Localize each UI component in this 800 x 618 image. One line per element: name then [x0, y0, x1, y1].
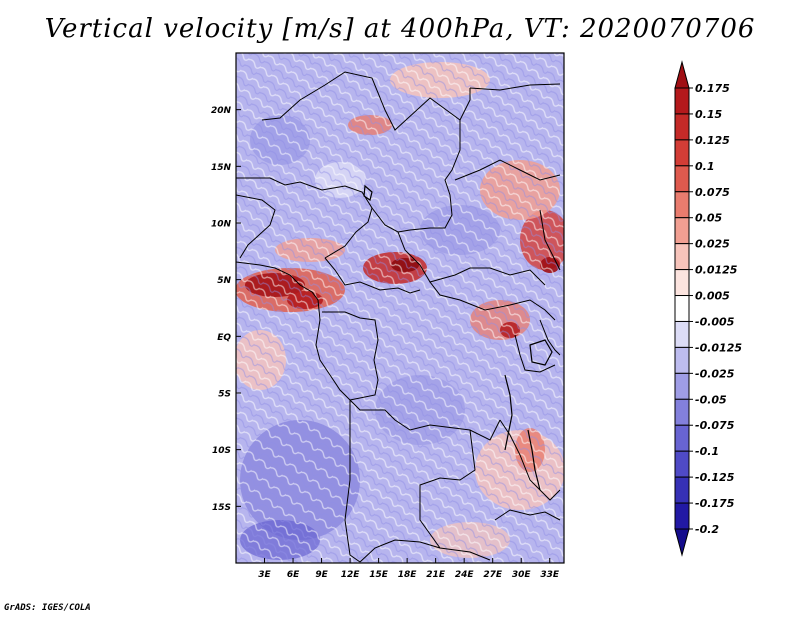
lon-tick-label: 12E	[341, 570, 361, 580]
colorbar-top-arrow	[674, 60, 690, 89]
colorbar-label: 0.005	[695, 290, 730, 303]
lon-tick-label: 30E	[512, 570, 532, 580]
colorbar-label: -0.125	[695, 471, 735, 484]
lat-tick-label: 5N	[217, 276, 231, 286]
colorbar-segment	[674, 217, 690, 245]
colorbar-segment	[674, 243, 690, 271]
lakes	[363, 184, 553, 491]
colorbar-segment	[674, 320, 690, 348]
colorbar-segment	[674, 450, 690, 478]
lon-tick-label: 27E	[483, 570, 503, 580]
chart-title: Vertical velocity [m/s] at 400hPa, VT: 2…	[44, 14, 756, 44]
colorbar: 0.175 0.15 0.125 0.1 0.075 0.05 0.025 0.0125 0.0…	[674, 60, 742, 557]
lon-tick-label: 9E	[315, 570, 328, 580]
lon-tick-label: 18E	[398, 570, 418, 580]
colorbar-segment	[674, 424, 690, 452]
latitude-axis: 20N 15N 10N 5N EQ 5S 10S 15S	[211, 106, 241, 513]
vertical-velocity-field	[236, 53, 564, 563]
colorbar-label: -0.075	[695, 419, 735, 432]
colorbar-segment	[674, 476, 690, 504]
colorbar-segment	[674, 502, 690, 530]
colorbar-bottom-arrow	[674, 528, 690, 557]
field-texture	[236, 53, 564, 563]
longitude-axis: 3E 6E 9E 12E 15E 18E 21E 24E 27E 30E 33E	[258, 558, 560, 580]
lat-tick-label: 15S	[212, 503, 231, 513]
lat-tick-label: 10S	[212, 446, 231, 456]
colorbar-label: -0.05	[695, 393, 727, 406]
colorbar-label: -0.0125	[695, 341, 742, 354]
lon-tick-label: 21E	[426, 570, 446, 580]
lon-tick-label: 3E	[258, 570, 271, 580]
colorbar-label: 0.05	[695, 212, 722, 225]
lat-tick-label: 15N	[211, 163, 232, 173]
lon-tick-label: 15E	[369, 570, 389, 580]
map-frame	[235, 52, 565, 564]
colorbar-label: 0.125	[695, 134, 730, 147]
colorbar-segment	[674, 113, 690, 141]
colorbar-label: -0.005	[695, 315, 735, 328]
colorbar-label: 0.075	[695, 186, 730, 199]
colorbar-segment	[674, 87, 690, 115]
colorbar-label: 0.1	[695, 160, 715, 173]
lon-tick-label: 6E	[287, 570, 300, 580]
colorbar-label: -0.025	[695, 367, 735, 380]
colorbar-segment	[674, 139, 690, 167]
colorbar-segment	[674, 372, 690, 400]
colorbar-segment	[674, 269, 690, 297]
colorbar-label: -0.2	[695, 523, 719, 536]
lat-tick-label: 5S	[218, 390, 231, 400]
colorbar-label: 0.15	[695, 108, 722, 121]
colorbar-label: -0.1	[695, 445, 719, 458]
lon-tick-label: 24E	[455, 570, 475, 580]
colorbar-segment	[674, 165, 690, 193]
lat-tick-label: 20N	[211, 106, 232, 116]
colorbar-segment	[674, 191, 690, 219]
colorbar-segment	[674, 398, 690, 426]
colorbar-segment	[674, 295, 690, 322]
lat-tick-label: EQ	[217, 333, 231, 343]
colorbar-segment	[674, 346, 690, 374]
lat-tick-label: 10N	[211, 220, 232, 230]
colorbar-label: -0.175	[695, 497, 735, 510]
colorbar-label: 0.025	[695, 238, 730, 251]
grads-credit: GrADS: IGES/COLA	[4, 603, 91, 613]
lon-tick-label: 33E	[540, 570, 560, 580]
colorbar-label: 0.0125	[695, 264, 738, 277]
country-borders	[236, 71, 561, 563]
colorbar-label: 0.175	[695, 82, 730, 95]
